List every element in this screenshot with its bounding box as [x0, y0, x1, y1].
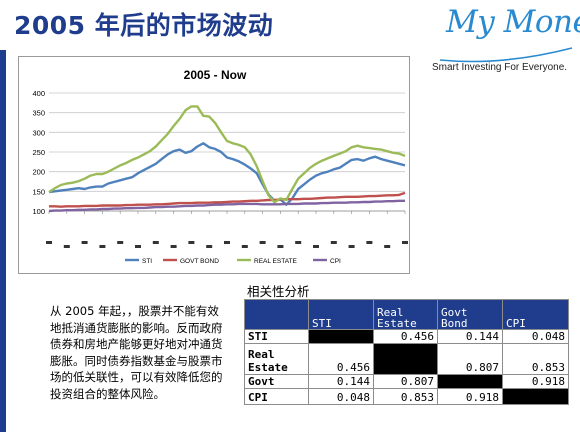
corr-cell: 0.918	[502, 374, 569, 389]
corr-cell: 0.048	[308, 388, 374, 405]
x-tick-label-mark	[63, 245, 70, 248]
logo-swoosh	[439, 47, 573, 63]
corr-cell: 0.144	[437, 329, 503, 344]
corr-cell-diagonal	[308, 329, 374, 344]
page-title: 2005 年后的市场波动	[14, 11, 274, 40]
corr-cell: 0.144	[308, 374, 374, 389]
logo-wordmark: My Money	[446, 4, 580, 40]
x-tick-label-mark	[224, 241, 230, 244]
corr-header-real-estate: Real Estate	[373, 299, 438, 330]
corr-row-label: Real Estate	[244, 343, 309, 375]
corr-header-sti: STI	[308, 299, 374, 330]
x-tick-label-mark	[46, 241, 52, 244]
legend-label: REAL ESTATE	[254, 258, 298, 265]
corr-cell-diagonal	[373, 343, 438, 375]
x-tick-label-mark	[259, 241, 266, 244]
x-tick-label-mark	[277, 245, 284, 248]
y-tick-label: 300	[32, 128, 45, 137]
x-tick-label-mark	[135, 245, 141, 248]
corr-header-govt-bond: Govt Bond	[437, 299, 503, 330]
corr-cell: 0.456	[373, 329, 438, 344]
logo-tagline: Smart Investing For Everyone.	[432, 62, 568, 73]
chart-title: 2005 - Now	[184, 68, 247, 82]
corr-row-label: STI	[244, 329, 309, 344]
corr-cell-diagonal	[437, 374, 503, 389]
series-line-0	[48, 142, 406, 206]
corr-header-cpi: CPI	[502, 299, 569, 330]
series-line-1	[49, 191, 406, 208]
y-tick-label: 100	[32, 207, 45, 216]
description-paragraph: 从 2005 年起，，股票并不能有效地抵消通货膨胀的影响。反而政府债券和房地产能…	[50, 304, 223, 401]
correlation-title: 相关性分析	[247, 284, 310, 299]
x-tick-label-mark	[330, 241, 337, 244]
x-tick-label-mark	[241, 245, 248, 248]
x-tick-label-mark	[348, 245, 355, 248]
legend-label: CPI	[330, 258, 341, 265]
x-tick-label-mark	[188, 241, 195, 244]
corr-cell: 0.807	[373, 374, 438, 389]
x-tick-label-mark	[206, 245, 213, 248]
chart-canvas: 2005 - Now 100 150 200 250 300 350 400 STI GOVT B…	[32, 68, 408, 265]
line-chart: 2005 - Now 100 150 200 250 300 350 400 STI GOVT B…	[18, 56, 410, 274]
corr-row-label: Govt	[244, 374, 309, 389]
y-tick-label: 200	[32, 168, 45, 177]
x-tick-label-mark	[170, 245, 177, 248]
left-accent-bar	[0, 50, 6, 432]
y-tick-label: 350	[32, 109, 45, 118]
table-row: Real Estate 0.456 0.807 0.853	[244, 343, 569, 375]
brand-logo: My Money Smart Investing For Everyone.	[432, 4, 580, 80]
corr-cell: 0.918	[437, 388, 503, 405]
corr-cell: 0.456	[308, 343, 374, 375]
corr-cell: 0.853	[373, 388, 438, 405]
corr-cell: 0.853	[502, 343, 569, 375]
y-tick-label: 250	[32, 148, 45, 157]
legend-label: STI	[142, 258, 152, 265]
x-tick-label-mark	[117, 241, 124, 244]
x-tick-label-mark	[81, 241, 88, 244]
y-tick-label: 150	[32, 187, 45, 196]
x-tick-label-mark	[152, 241, 159, 244]
correlation-table: STI Real Estate Govt Bond CPI STI 0.456 …	[244, 299, 569, 405]
corr-cell-diagonal	[502, 388, 569, 405]
x-tick-label-mark	[295, 241, 302, 244]
table-row: CPI 0.048 0.853 0.918	[244, 388, 569, 405]
series-line-3	[48, 199, 405, 213]
x-tick-label-mark	[313, 245, 319, 248]
corr-header-corner	[244, 299, 309, 330]
corr-cell: 0.807	[437, 343, 503, 375]
y-tick-label: 400	[32, 89, 45, 98]
x-tick-label-mark	[366, 241, 373, 244]
x-tick-label-mark	[402, 241, 408, 244]
corr-cell: 0.048	[502, 329, 569, 344]
table-row: Govt 0.144 0.807 0.918	[244, 374, 569, 389]
series-line-2	[48, 105, 406, 204]
legend-label: GOVT BOND	[180, 258, 219, 265]
x-tick-label-mark	[384, 245, 391, 248]
table-row: STI 0.456 0.144 0.048	[244, 329, 569, 344]
x-tick-label-mark	[99, 245, 106, 248]
corr-row-label: CPI	[244, 388, 309, 405]
